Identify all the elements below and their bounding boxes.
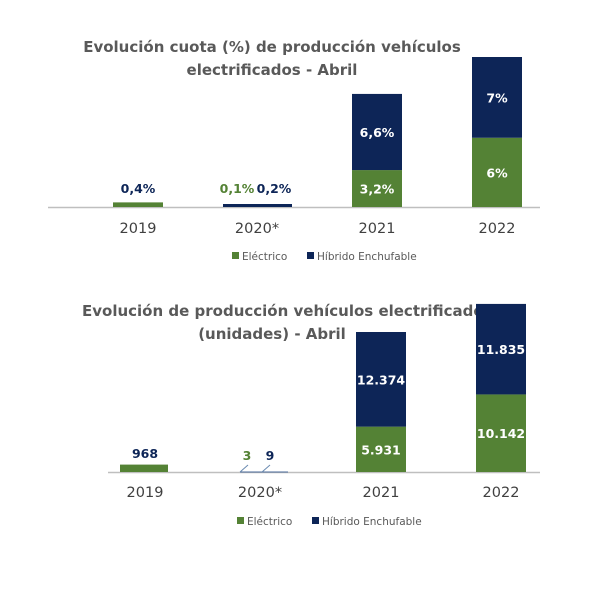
chart-title: Evolución cuota (%) de producción vehícu…	[83, 38, 461, 56]
data-label: 968	[132, 446, 158, 461]
bar-electrico	[352, 170, 402, 207]
legend-label: Híbrido Enchufable	[317, 251, 417, 263]
chart-title: electrificados - Abril	[187, 61, 358, 79]
legend-label: Híbrido Enchufable	[322, 516, 422, 528]
bar-electrico	[476, 394, 526, 472]
x-tick-label: 2022	[483, 485, 520, 501]
leader-line	[261, 464, 271, 473]
data-label: 3	[243, 448, 252, 463]
chart-title: (unidades) - Abril	[198, 325, 346, 343]
x-tick-label: 2019	[120, 221, 157, 237]
x-tick-label: 2020*	[238, 485, 282, 501]
legend-swatch	[307, 252, 314, 259]
data-label: 10.142	[477, 426, 525, 441]
bar-electrico	[113, 202, 163, 207]
data-label: 5.931	[361, 442, 401, 457]
bar-hibrido	[472, 57, 522, 138]
data-label: 3,2%	[360, 182, 395, 197]
bar-hibrido	[476, 303, 526, 395]
x-tick-label: 2020*	[235, 221, 279, 237]
bar-electrico	[472, 137, 522, 207]
data-label: 9	[266, 448, 275, 463]
data-label: 0,4%	[121, 181, 156, 196]
data-label: 0,1%	[220, 181, 255, 196]
data-label: 6%	[486, 165, 508, 180]
bar-electrico	[120, 464, 168, 472]
leader-line	[239, 464, 249, 473]
x-tick-label: 2021	[359, 221, 396, 237]
x-tick-label: 2021	[363, 485, 400, 501]
bar-hibrido	[356, 332, 406, 427]
legend-swatch	[232, 252, 239, 259]
data-label: 11.835	[477, 342, 525, 357]
data-label: 6,6%	[360, 125, 395, 140]
legend-swatch	[312, 517, 319, 524]
legend-swatch	[237, 517, 244, 524]
x-tick-label: 2022	[479, 221, 516, 237]
bar-hibrido	[352, 93, 402, 171]
bar-electrico	[356, 426, 406, 472]
data-label: 7%	[486, 90, 508, 105]
chart-title: Evolución de producción vehículos electr…	[82, 302, 493, 320]
bar-hibrido	[223, 204, 292, 207]
legend-label: Eléctrico	[247, 516, 292, 528]
data-label: 12.374	[357, 372, 406, 387]
x-tick-label: 2019	[127, 485, 164, 501]
data-label: 0,2%	[257, 181, 292, 196]
legend-label: Eléctrico	[242, 251, 287, 263]
